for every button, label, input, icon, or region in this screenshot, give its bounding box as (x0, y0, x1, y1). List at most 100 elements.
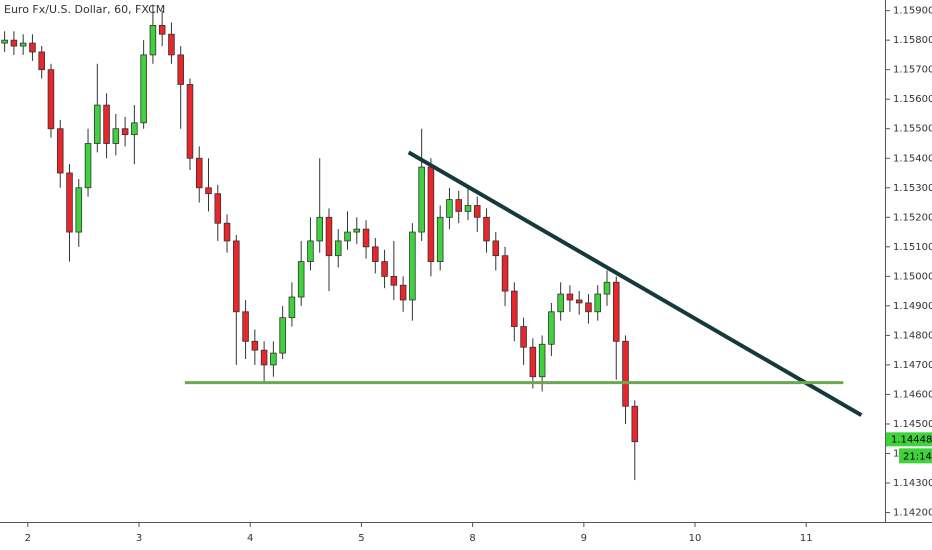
candle-body (297, 261, 305, 298)
candle-body (492, 240, 500, 257)
y-tick-label: 1.14900 (893, 301, 932, 312)
candle-body (121, 128, 129, 136)
candle-body (557, 293, 564, 313)
trend-line (407, 150, 863, 417)
y-tick-label: 1.14200 (893, 508, 932, 519)
candle-body (418, 166, 425, 233)
candle-body (177, 54, 184, 85)
x-tick-label: 9 (581, 533, 587, 544)
candle-body (390, 275, 398, 286)
candle-body (1, 39, 8, 44)
candle-body (325, 216, 333, 257)
chart-title: Euro Fx/U.S. Dollar, 60, FXCM (4, 3, 165, 16)
candle-body (399, 284, 407, 301)
candle-body (409, 231, 416, 301)
candle-body (186, 84, 194, 159)
candle-body (223, 222, 231, 242)
candle-body (158, 24, 166, 35)
candle-body (529, 346, 537, 378)
candle-body (594, 293, 601, 313)
x-tick-label: 10 (689, 533, 702, 544)
candle-body (149, 24, 157, 56)
price-tag-label: 1.14448 (891, 434, 932, 445)
y-tick-label: 1.15100 (893, 242, 932, 253)
countdown-label: 21:14 (903, 451, 932, 462)
candle-body (575, 299, 583, 304)
candle-body (566, 293, 574, 301)
y-tick-label: 1.15500 (893, 124, 932, 135)
candle-body (307, 240, 314, 262)
y-tick-label: 1.15900 (893, 6, 932, 17)
y-tick-label: 1.15200 (893, 212, 932, 223)
candle-body (66, 172, 73, 233)
candle-body (214, 193, 222, 224)
x-tick-label: 5 (358, 533, 364, 544)
candle-body (195, 157, 203, 189)
candle-body (631, 405, 639, 443)
y-tick-label: 1.15700 (893, 65, 932, 76)
candle-body (140, 54, 147, 124)
candle-body (279, 317, 286, 354)
candle-body (344, 231, 351, 242)
y-tick-label: 1.14500 (893, 419, 932, 430)
candle-body (473, 205, 481, 218)
candle-body (260, 349, 268, 366)
candle-body (131, 122, 138, 136)
x-tick-label: 4 (247, 533, 253, 544)
y-tick-label: 1.15300 (893, 183, 932, 194)
candle-body (372, 246, 379, 262)
candle-body (334, 240, 342, 257)
candle-body (585, 302, 592, 313)
candle-body (205, 187, 212, 195)
candle-body (316, 216, 323, 242)
candle-body (38, 51, 45, 71)
candle-body (436, 216, 444, 262)
candle-body (242, 311, 249, 342)
candle-body (270, 352, 277, 366)
y-tick-label: 1.15400 (893, 153, 932, 164)
x-tick-label: 2 (25, 533, 31, 544)
candle-body (381, 261, 388, 277)
candle-body (501, 255, 509, 292)
candle-body (75, 187, 83, 233)
candle-body (622, 340, 629, 407)
y-tick-label: 1.15800 (893, 35, 932, 46)
price-tag (886, 432, 932, 447)
y-tick-label: 1.15000 (893, 271, 932, 282)
countdown-tag (899, 448, 932, 464)
candle-body (538, 343, 546, 378)
y-tick-label: 1.15600 (893, 94, 932, 105)
candle-body (455, 199, 462, 212)
candle-body (288, 296, 296, 319)
y-tick-label: 1.14700 (893, 360, 932, 371)
candle-body (427, 166, 435, 262)
candle-body (548, 311, 555, 345)
candle-body (94, 104, 101, 144)
candle-body (19, 42, 27, 47)
candle-body (362, 228, 370, 248)
candle-body (103, 104, 110, 144)
y-tick-label: 1.14600 (893, 389, 932, 400)
candle-body (233, 240, 240, 313)
candle-body (520, 326, 527, 348)
candle-body (56, 128, 64, 174)
y-tick-label: 1.14800 (893, 330, 932, 341)
candle-body (168, 33, 175, 56)
candle-body (612, 281, 620, 342)
candle-body (10, 39, 18, 47)
candle-body (603, 281, 611, 295)
x-tick-label: 3 (136, 533, 142, 544)
candle-body (112, 128, 120, 144)
candle-body (29, 42, 36, 53)
x-tick-label: 11 (800, 533, 813, 544)
candle-body (464, 205, 472, 212)
candle-body (511, 290, 518, 327)
plot (1, 4, 863, 481)
candle-body (251, 340, 259, 351)
candle-body (446, 199, 453, 218)
y-tick-label: 1.14300 (893, 478, 932, 489)
candle-body (483, 216, 490, 242)
x-tick-label: 8 (469, 533, 475, 544)
